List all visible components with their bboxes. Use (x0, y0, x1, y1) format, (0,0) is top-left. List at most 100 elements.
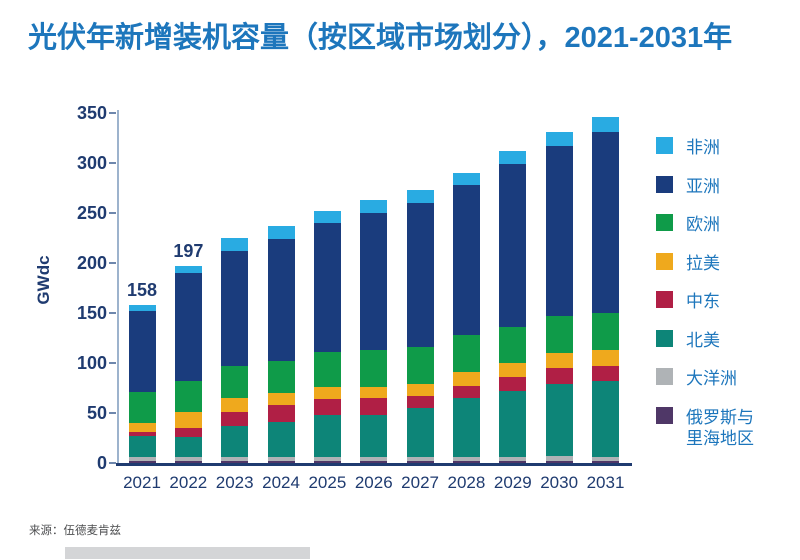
bar-2025 (313, 211, 341, 463)
y-tick-label: 350 (76, 103, 107, 123)
bar-segment-拉美 (128, 423, 156, 432)
legend-label: 俄罗斯与 里海地区 (686, 407, 754, 448)
bar-segment-亚洲 (360, 213, 388, 350)
bar-segment-中东 (360, 398, 388, 415)
x-axis-year-label: 2029 (493, 473, 532, 492)
bar-segment-拉美 (313, 387, 341, 399)
bar-2029 (499, 151, 527, 463)
source-note: 来源：伍德麦肯兹 (29, 525, 121, 537)
y-tick-mark (109, 162, 116, 164)
bar-segment-北美 (499, 391, 527, 457)
bar-2023 (221, 238, 249, 463)
bar-segment-拉美 (499, 363, 527, 377)
legend-item: 亚洲 (656, 175, 720, 197)
bar-segment-欧洲 (221, 366, 249, 398)
bar-segment-北美 (221, 426, 249, 457)
bar-segment-北美 (545, 384, 573, 456)
bar-segment-拉美 (592, 350, 619, 366)
bar-segment-大洋洲 (592, 457, 619, 461)
bar-segment-中东 (313, 399, 341, 415)
x-axis-year-label: 2028 (447, 473, 486, 492)
bar-segment-俄罗斯与里海地区 (221, 461, 249, 463)
bar-segment-亚洲 (452, 185, 480, 335)
bar-segment-欧洲 (360, 350, 388, 387)
y-axis-line (117, 110, 119, 465)
x-axis-year-label: 2021 (123, 473, 161, 492)
legend-label: 北美 (686, 330, 720, 350)
bar-segment-中东 (128, 432, 156, 436)
bar-segment-拉美 (545, 353, 573, 368)
bar-segment-非洲 (499, 151, 527, 164)
bar-segment-大洋洲 (545, 456, 573, 461)
y-tick-label: 100 (76, 353, 107, 373)
bar-segment-欧洲 (174, 381, 202, 412)
legend-label: 大洋洲 (686, 369, 737, 388)
y-tick-mark (109, 212, 116, 214)
bar-segment-北美 (452, 398, 480, 457)
legend-item: 俄罗斯与 里海地区 (656, 406, 754, 449)
bar-segment-大洋洲 (406, 457, 434, 461)
legend-swatch-icon (656, 214, 673, 231)
bar-segment-欧洲 (545, 316, 573, 353)
x-axis-year-label: 2027 (401, 473, 439, 492)
bar-2021 (128, 305, 156, 463)
bar-segment-中东 (406, 396, 434, 408)
bar-segment-拉美 (406, 384, 434, 396)
legend-item: 北美 (656, 329, 720, 351)
bar-segment-俄罗斯与里海地区 (545, 461, 573, 463)
bar-segment-中东 (592, 366, 619, 381)
bottom-divider-bar (65, 547, 310, 559)
bar-segment-非洲 (545, 132, 573, 146)
x-axis-year-label: 2025 (308, 473, 347, 492)
y-tick-mark (109, 312, 116, 314)
bar-segment-俄罗斯与里海地区 (592, 461, 619, 463)
bar-segment-拉美 (221, 398, 249, 412)
bar-segment-大洋洲 (128, 457, 156, 461)
legend-item: 欧洲 (656, 214, 720, 235)
legend-item: 非洲 (656, 137, 720, 158)
bar-2027 (406, 190, 434, 463)
chart-title: 光伏年新增装机容量（按区域市场划分），2021-2031年 (28, 22, 733, 54)
bar-segment-亚洲 (221, 251, 249, 366)
bar-segment-北美 (592, 381, 619, 457)
bar-segment-北美 (360, 415, 388, 457)
legend-label: 非洲 (686, 138, 720, 157)
legend-label: 亚洲 (686, 176, 720, 196)
bar-segment-俄罗斯与里海地区 (128, 461, 156, 463)
bar-segment-北美 (313, 415, 341, 457)
bar-segment-非洲 (313, 211, 341, 223)
y-tick-label: 0 (96, 453, 107, 473)
bar-segment-俄罗斯与里海地区 (452, 461, 480, 463)
y-tick-label: 200 (76, 253, 107, 273)
bar-segment-大洋洲 (221, 457, 249, 461)
bar-segment-欧洲 (313, 352, 341, 387)
bar-2022 (174, 266, 202, 463)
bar-segment-亚洲 (545, 146, 573, 316)
bar-segment-亚洲 (592, 132, 619, 313)
bar-segment-大洋洲 (499, 457, 527, 461)
bar-segment-俄罗斯与里海地区 (267, 461, 295, 463)
bar-segment-大洋洲 (313, 457, 341, 461)
bar-segment-中东 (174, 428, 202, 437)
bar-segment-中东 (545, 368, 573, 384)
bar-segment-欧洲 (592, 313, 619, 350)
bar-segment-北美 (128, 436, 156, 457)
bar-segment-俄罗斯与里海地区 (499, 461, 527, 463)
bar-segment-北美 (267, 422, 295, 457)
bar-segment-欧洲 (452, 335, 480, 372)
bar-segment-大洋洲 (267, 457, 295, 461)
bar-segment-亚洲 (267, 239, 295, 361)
bar-segment-俄罗斯与里海地区 (360, 461, 388, 463)
bar-segment-欧洲 (406, 347, 434, 384)
x-axis-year-label: 2024 (262, 473, 300, 492)
bar-total-label: 158 (126, 280, 158, 300)
bar-segment-拉美 (267, 393, 295, 405)
y-tick-mark (109, 112, 116, 114)
bar-segment-非洲 (128, 305, 156, 311)
bar-segment-非洲 (592, 117, 619, 132)
legend-label: 拉美 (686, 253, 720, 273)
bar-segment-北美 (174, 437, 202, 457)
bar-segment-非洲 (406, 190, 434, 203)
bar-segment-欧洲 (128, 392, 156, 423)
